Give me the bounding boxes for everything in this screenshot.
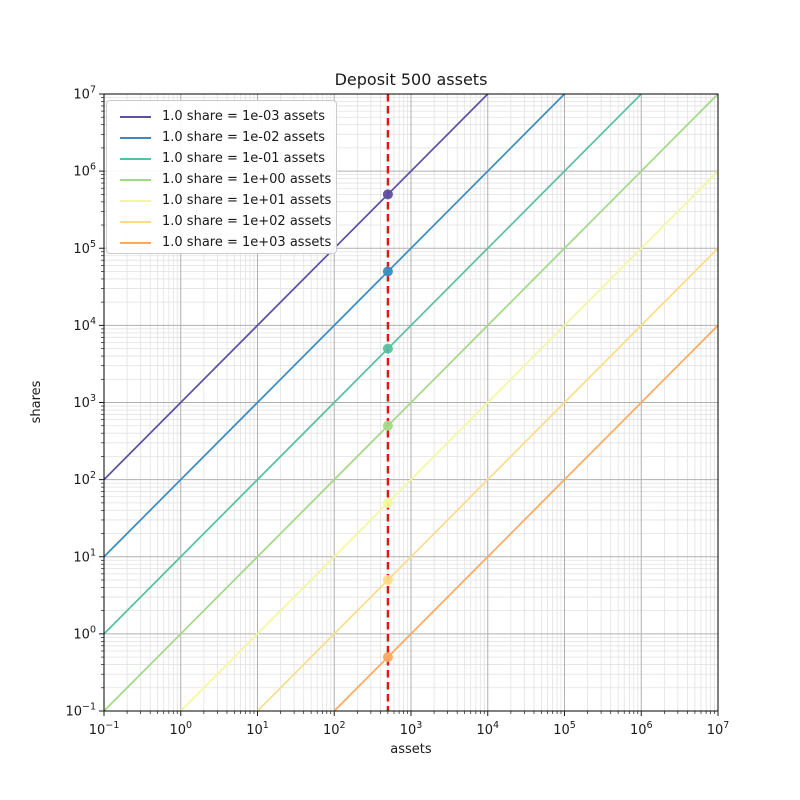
deposit-point <box>382 266 393 277</box>
legend-item: 1.0 share = 1e-03 assets <box>107 106 336 127</box>
legend-line-swatch <box>120 178 151 181</box>
chart-title: Deposit 500 assets <box>335 70 488 89</box>
tick-label: 105 <box>553 720 576 738</box>
tick-label: 104 <box>476 720 499 738</box>
tick-label: 100 <box>73 624 96 642</box>
tick-label: 106 <box>73 162 96 180</box>
legend-line-swatch <box>120 115 151 118</box>
legend-item: 1.0 share = 1e+00 assets <box>107 169 336 190</box>
tick-label: 10−1 <box>89 720 120 738</box>
x-axis-label: assets <box>390 742 432 757</box>
legend-item: 1.0 share = 1e+02 assets <box>107 211 336 232</box>
legend-item-label: 1.0 share = 1e+03 assets <box>162 235 332 250</box>
series-line <box>333 324 718 711</box>
series-line <box>256 247 718 711</box>
series-line <box>104 94 642 635</box>
y-axis-label: shares <box>29 380 44 423</box>
deposit-point <box>382 574 393 585</box>
tick-label: 104 <box>73 316 96 334</box>
legend-line-swatch <box>120 199 151 202</box>
series-line <box>104 94 489 481</box>
deposit-point <box>382 652 393 663</box>
tick-label: 105 <box>73 239 96 257</box>
axis-ticks <box>99 93 719 716</box>
deposit-point <box>382 497 393 508</box>
legend-item-label: 1.0 share = 1e-01 assets <box>162 151 326 166</box>
legend-line-swatch <box>120 241 151 244</box>
tick-label: 102 <box>323 720 346 738</box>
legend-item-label: 1.0 share = 1e+02 assets <box>162 214 332 229</box>
legend-item: 1.0 share = 1e-02 assets <box>107 127 336 148</box>
tick-label: 10−1 <box>65 702 96 720</box>
series-line <box>180 170 718 711</box>
legend-item-label: 1.0 share = 1e+01 assets <box>162 193 332 208</box>
legend: 1.0 share = 1e-03 assets 1.0 share = 1e-0… <box>106 100 337 254</box>
tick-label: 102 <box>73 470 96 488</box>
tick-label: 103 <box>73 393 96 411</box>
legend-item-label: 1.0 share = 1e+00 assets <box>162 172 332 187</box>
tick-label: 101 <box>246 720 269 738</box>
tick-label: 101 <box>73 547 96 565</box>
series-line <box>104 94 718 711</box>
legend-item: 1.0 share = 1e+03 assets <box>107 232 336 253</box>
deposit-markers <box>382 189 393 663</box>
deposit-point <box>382 343 393 354</box>
tick-label: 100 <box>169 720 192 738</box>
deposit-point <box>382 189 393 200</box>
tick-label: 103 <box>400 720 423 738</box>
legend-item: 1.0 share = 1e+01 assets <box>107 190 336 211</box>
tick-label: 107 <box>707 720 730 738</box>
series-lines <box>104 94 718 711</box>
legend-line-swatch <box>120 136 151 139</box>
legend-line-swatch <box>120 157 151 160</box>
tick-label: 107 <box>73 85 96 103</box>
legend-item-label: 1.0 share = 1e-02 assets <box>162 130 326 145</box>
tick-label: 106 <box>630 720 653 738</box>
series-line <box>104 94 566 558</box>
deposit-point <box>382 420 393 431</box>
legend-line-swatch <box>120 220 151 223</box>
legend-item-label: 1.0 share = 1e-03 assets <box>162 109 326 124</box>
legend-item: 1.0 share = 1e-01 assets <box>107 148 336 169</box>
axis-tick-labels: 10−1 100 101 102 103 104 105 106 107 10−1 100 101 10… <box>65 85 729 739</box>
